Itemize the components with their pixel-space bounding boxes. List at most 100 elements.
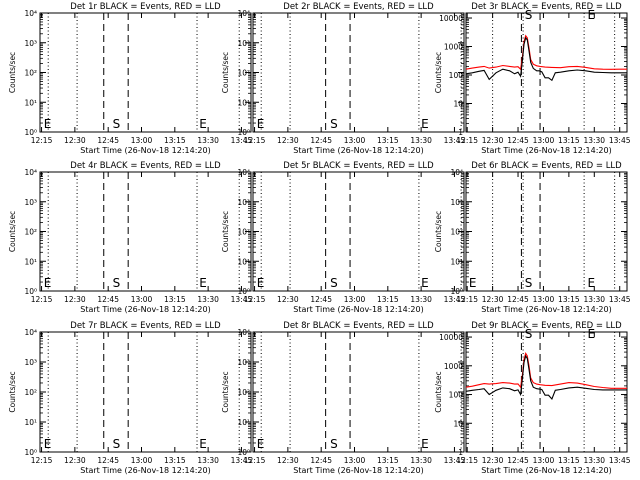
- x-tick-label: 13:30: [197, 456, 219, 465]
- x-tick-label: 12:30: [277, 456, 299, 465]
- panel-det-5r: Det 5r BLACK = Events, RED = LLD 12:15 12:…: [221, 161, 465, 314]
- x-tick-label: 12:30: [482, 456, 504, 465]
- x-tick-label: 13:45: [231, 456, 253, 465]
- x-tick-label: 12:45: [97, 295, 119, 304]
- y-tick-label: 10: [453, 100, 463, 109]
- start-marker: S: [113, 276, 121, 290]
- y-tick-label: 10⁰: [24, 287, 37, 296]
- end-marker: E: [257, 117, 265, 131]
- y-tick-label: 10¹: [24, 418, 37, 427]
- x-tick-label: 12:15: [456, 295, 478, 304]
- panel-det-2r: Det 2r BLACK = Events, RED = LLD 12:15 12:…: [221, 2, 465, 155]
- panel-title: Det 2r BLACK = Events, RED = LLD: [283, 2, 434, 12]
- x-tick-label: 12:15: [244, 456, 266, 465]
- y-tick-label: 10¹: [237, 418, 250, 427]
- x-tick-label: 12:45: [310, 456, 332, 465]
- x-tick-label: 13:00: [344, 136, 366, 145]
- y-tick-label: 10: [453, 419, 463, 428]
- y-tick-label: 10²: [237, 228, 250, 237]
- y-tick-label: 10²: [450, 228, 463, 237]
- y-tick-label: 10³: [24, 39, 37, 48]
- plot-frame: [465, 331, 628, 453]
- start-marker: S: [113, 117, 121, 131]
- panel-det-4r: Det 4r BLACK = Events, RED = LLD 12:15 12:…: [8, 161, 252, 314]
- x-tick-label: 13:00: [533, 456, 555, 465]
- y-tick-label: 10³: [24, 198, 37, 207]
- x-tick-label: 12:30: [64, 136, 86, 145]
- y-tick-label: 10⁰: [237, 448, 250, 457]
- y-tick-label: 10⁴: [237, 328, 250, 337]
- x-axis-label: Start Time (26-Nov-18 12:14:20): [80, 305, 210, 314]
- x-tick-label: 12:30: [64, 295, 86, 304]
- y-tick-label: 10⁴: [237, 9, 250, 18]
- end-marker: E: [199, 276, 207, 290]
- y-axis-label: Counts/sec: [434, 52, 443, 93]
- y-tick-label: 10¹: [237, 257, 250, 266]
- y-tick-label: 10³: [237, 39, 250, 48]
- y-axis-label: Counts/sec: [8, 52, 17, 93]
- y-tick-label: 10⁰: [237, 287, 250, 296]
- x-axis-label: Start Time (26-Nov-18 12:14:20): [293, 146, 423, 155]
- x-tick-label: 12:15: [456, 136, 478, 145]
- x-tick-label: 12:15: [456, 456, 478, 465]
- y-tick-label: 10000: [439, 333, 463, 342]
- plot-frame: [39, 12, 252, 133]
- panel-det-6r: Det 6r BLACK = Events, RED = LLD 12:15 12:…: [434, 161, 631, 314]
- x-tick-label: 13:00: [344, 295, 366, 304]
- x-tick-label: 12:15: [244, 295, 266, 304]
- x-tick-label: 13:15: [558, 456, 580, 465]
- x-tick-label: 13:45: [231, 295, 253, 304]
- y-tick-label: 10²: [24, 69, 37, 78]
- x-tick-label: 13:30: [583, 136, 605, 145]
- x-tick-label: 13:30: [410, 456, 432, 465]
- end-marker: E: [421, 117, 429, 131]
- panel-title: Det 3r BLACK = Events, RED = LLD: [471, 2, 622, 12]
- y-tick-label: 10¹: [237, 98, 250, 107]
- x-tick-label: 13:15: [377, 295, 399, 304]
- y-tick-label: 10²: [24, 228, 37, 237]
- start-marker: S: [525, 8, 533, 22]
- end-marker: E: [257, 437, 265, 451]
- y-tick-label: 1: [458, 448, 463, 457]
- end-marker: E: [588, 327, 596, 341]
- y-tick-label: 10⁰: [237, 128, 250, 137]
- start-marker: S: [113, 437, 121, 451]
- panel-det-7r: Det 7r BLACK = Events, RED = LLD 12:15 12:…: [8, 321, 252, 475]
- x-tick-label: 12:15: [244, 136, 266, 145]
- x-tick-label: 13:30: [197, 295, 219, 304]
- x-tick-label: 12:30: [64, 456, 86, 465]
- x-tick-label: 13:15: [377, 136, 399, 145]
- x-tick-label: 13:15: [164, 456, 186, 465]
- x-tick-label: 13:45: [444, 136, 466, 145]
- y-tick-label: 10¹: [450, 257, 463, 266]
- y-tick-label: 10³: [237, 358, 250, 367]
- x-tick-label: 12:15: [31, 295, 53, 304]
- plot-frame: [39, 331, 252, 453]
- x-tick-label: 13:00: [131, 295, 153, 304]
- x-tick-label: 13:45: [609, 295, 631, 304]
- end-marker: E: [44, 117, 52, 131]
- y-tick-label: 10⁰: [24, 128, 37, 137]
- x-axis-label: Start Time (26-Nov-18 12:14:20): [481, 146, 611, 155]
- x-tick-label: 12:30: [482, 136, 504, 145]
- series-events-line: [465, 354, 627, 401]
- panel-det-8r: Det 8r BLACK = Events, RED = LLD 12:15 12:…: [221, 321, 465, 475]
- y-axis-label: Counts/sec: [221, 371, 230, 412]
- panel-det-3r: Det 3r BLACK = Events, RED = LLD 12:15 12:…: [434, 2, 631, 155]
- y-tick-label: 10⁰: [450, 287, 463, 296]
- end-marker: E: [588, 8, 596, 22]
- x-tick-label: 13:30: [197, 136, 219, 145]
- end-marker: E: [44, 276, 52, 290]
- x-axis-label: Start Time (26-Nov-18 12:14:20): [80, 146, 210, 155]
- x-tick-label: 13:00: [344, 456, 366, 465]
- x-tick-label: 13:30: [410, 295, 432, 304]
- end-marker: E: [44, 437, 52, 451]
- x-tick-label: 13:15: [164, 136, 186, 145]
- x-tick-label: 13:00: [131, 136, 153, 145]
- x-tick-label: 12:45: [507, 136, 529, 145]
- x-tick-label: 13:45: [609, 136, 631, 145]
- x-axis-label: Start Time (26-Nov-18 12:14:20): [293, 305, 423, 314]
- end-marker: E: [421, 276, 429, 290]
- series-lld-line: [465, 352, 627, 389]
